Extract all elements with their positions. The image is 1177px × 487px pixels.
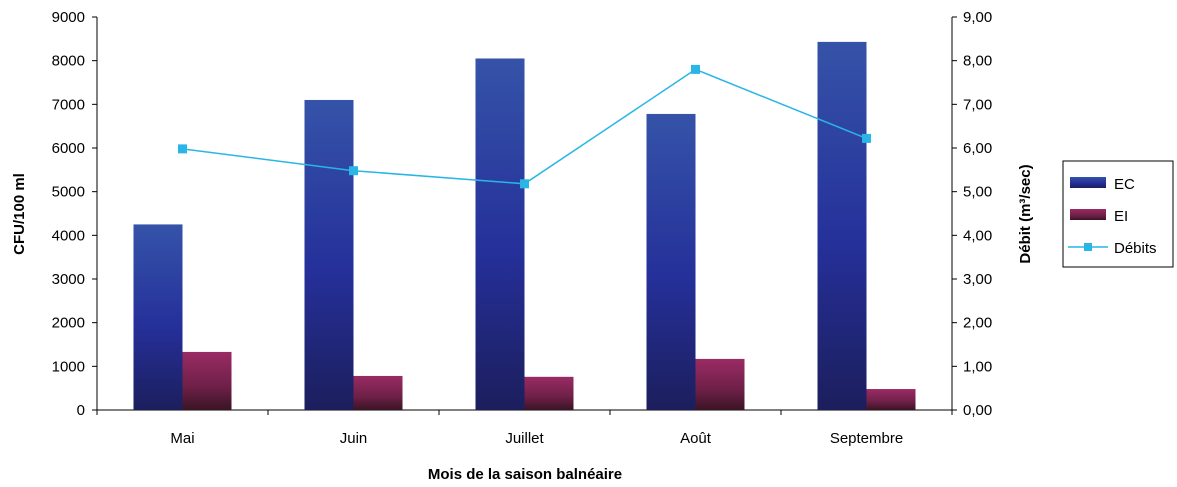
y-left-tick-label: 5000 [52,184,85,201]
debits-point [691,64,700,74]
bar-ec [304,99,354,410]
y-left-tick-label: 1000 [52,358,85,375]
y-left-tick-label: 2000 [52,315,85,332]
x-axis-title: Mois de la saison balnéaire [428,466,622,483]
y-right-tick-label: 6,00 [963,140,992,157]
legend-swatch-ec [1070,177,1106,188]
x-tick-label: Septembre [830,430,903,447]
y-left-tick-label: 0 [77,402,85,419]
y-right-tick-label: 3,00 [963,271,992,288]
y-right-tick-label: 0,00 [963,402,992,419]
legend-marker-debits [1084,243,1092,251]
x-tick-label: Août [680,430,712,447]
y-right-tick-label: 8,00 [963,53,992,70]
legend-swatch-ei [1070,209,1106,220]
bar-ec [646,113,696,410]
y-axis-left: 0 1000 2000 3000 4000 5000 6000 7000 8000 9000 [52,9,98,419]
bar-ec [475,58,525,410]
x-axis: Mai Juin Juillet Août Septembre [96,409,953,447]
x-tick-label: Mai [170,430,194,447]
y-axis-left-title: CFU/100 ml [11,173,28,255]
y-right-tick-label: 1,00 [963,358,992,375]
bar-ei [695,358,745,410]
bar-ei [524,376,574,410]
bars [133,41,916,410]
y-right-tick-label: 5,00 [963,184,992,201]
y-right-tick-label: 9,00 [963,9,992,26]
bar-ec [817,41,867,410]
y-left-tick-label: 3000 [52,271,85,288]
legend-label-debits: Débits [1114,240,1157,257]
bar-ei [866,389,916,410]
x-tick-label: Juillet [505,430,544,447]
legend: EC EI Débits [1062,160,1174,268]
debits-point [349,166,358,176]
y-left-tick-label: 7000 [52,96,85,113]
debits-point [520,179,529,189]
line-series [178,64,871,189]
bar-ec [133,224,183,410]
bar-ei [182,351,232,410]
y-axis-right-title: Débit (m³/sec) [1017,164,1034,263]
bar-ei [353,375,403,410]
y-axis-right: 0,00 1,00 2,00 3,00 4,00 5,00 6,00 7,00 8,00 9,00 [951,9,992,419]
x-tick-label: Juin [340,430,368,447]
debits-point [178,144,187,154]
y-right-tick-label: 2,00 [963,315,992,332]
legend-label-ei: EI [1114,208,1128,225]
legend-label-ec: EC [1114,176,1135,193]
y-left-tick-label: 9000 [52,9,85,26]
y-left-tick-label: 8000 [52,53,85,70]
y-left-tick-label: 4000 [52,227,85,244]
y-right-tick-label: 4,00 [963,227,992,244]
y-left-tick-label: 6000 [52,140,85,157]
y-right-tick-label: 7,00 [963,96,992,113]
debits-point [862,133,871,143]
